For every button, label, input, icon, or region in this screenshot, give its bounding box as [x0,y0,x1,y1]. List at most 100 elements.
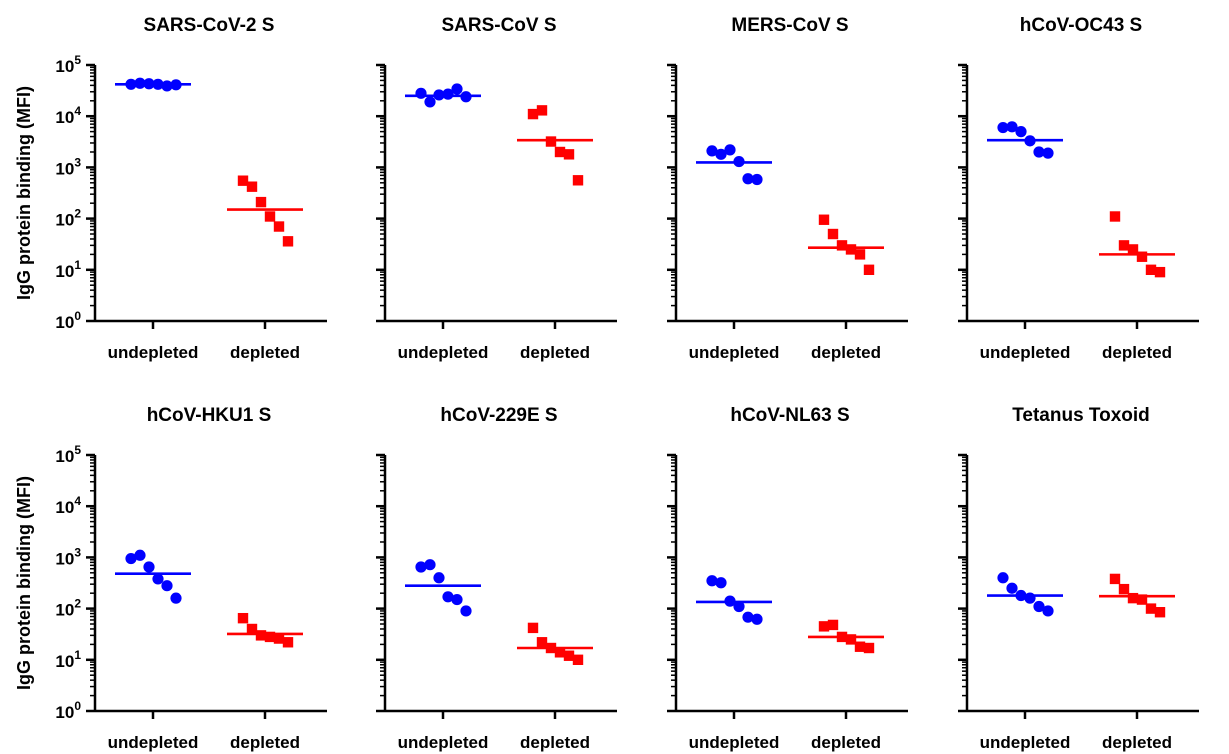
x-category-label: undepleted [398,733,489,752]
x-category-label: depleted [1102,343,1172,362]
data-point-depleted [273,221,285,232]
data-point-undepleted [125,552,137,565]
data-point-undepleted [460,605,472,617]
data-point-undepleted [170,592,182,604]
y-tick-label: 100 [55,699,81,722]
data-point-depleted [554,146,566,158]
data-point-depleted [845,634,857,645]
data-point-depleted [1136,594,1148,605]
data-point-undepleted [706,575,718,587]
panel-title: hCoV-OC43 S [1020,15,1142,36]
data-point-undepleted [152,573,164,585]
data-point-depleted [1136,251,1148,262]
data-point-undepleted [424,559,436,571]
y-tick-label: 104 [55,494,81,517]
data-point-depleted [827,619,839,631]
x-category-label: depleted [811,343,881,362]
data-point-undepleted [424,96,436,108]
data-point-depleted [1118,583,1130,595]
data-point-depleted [563,650,575,661]
y-tick-label: 105 [55,53,81,76]
data-point-depleted [845,244,857,255]
data-point-depleted [282,236,294,247]
data-point-undepleted [1033,600,1045,613]
data-point-undepleted [715,577,727,589]
data-point-undepleted [1006,121,1018,133]
x-category-label: depleted [230,733,300,752]
y-tick-label: 102 [55,597,81,620]
data-point-undepleted [742,611,754,623]
data-point-depleted [536,105,548,116]
x-category-label: depleted [811,733,881,752]
data-point-depleted [1118,240,1130,251]
x-category-label: undepleted [398,343,489,362]
y-tick-label: 103 [55,545,81,568]
data-point-undepleted [143,561,155,573]
y-axis-label: IgG protein binding (MFI) [14,476,34,690]
y-tick-label: 104 [55,104,81,127]
x-category-label: undepleted [980,343,1071,362]
data-point-undepleted [1006,582,1018,594]
data-point-undepleted [1024,592,1036,604]
panel-title: hCoV-NL63 S [730,405,849,426]
data-point-depleted [255,630,267,641]
data-point-depleted [1109,211,1121,222]
x-category-label: depleted [230,343,300,362]
data-point-undepleted [742,173,754,185]
panel-title: SARS-CoV-2 S [144,15,275,36]
x-category-label: undepleted [980,733,1071,752]
data-point-depleted [863,264,875,275]
data-point-undepleted [415,561,427,573]
data-point-undepleted [134,549,146,561]
x-category-label: undepleted [689,343,780,362]
data-point-undepleted [1042,605,1054,617]
data-point-depleted [836,240,848,251]
y-tick-label: 101 [55,258,81,281]
data-point-depleted [554,647,566,658]
data-point-depleted [264,211,276,222]
y-tick-label: 102 [55,207,81,230]
data-point-depleted [854,641,866,652]
x-category-label: undepleted [108,733,199,752]
data-point-depleted [827,228,839,240]
x-category-label: undepleted [689,733,780,752]
data-point-undepleted [997,121,1009,134]
x-category-label: depleted [520,733,590,752]
data-point-depleted [536,637,548,648]
data-point-depleted [1127,592,1139,604]
y-tick-label: 100 [55,309,81,332]
data-point-undepleted [433,572,445,584]
panel-title: hCoV-HKU1 S [147,405,272,426]
data-point-depleted [255,196,267,208]
data-point-undepleted [161,580,173,592]
y-axis-label: IgG protein binding (MFI) [14,86,34,300]
x-category-label: undepleted [108,343,199,362]
data-point-depleted [527,622,539,634]
data-point-depleted [1145,603,1157,614]
data-point-depleted [1127,244,1139,255]
data-point-depleted [246,181,258,192]
data-point-undepleted [733,600,745,613]
data-point-undepleted [706,145,718,157]
data-point-depleted [527,108,539,120]
data-point-depleted [237,175,249,186]
data-point-undepleted [724,144,736,156]
data-point-depleted [818,214,830,225]
data-point-undepleted [442,591,454,603]
data-point-undepleted [1033,146,1045,158]
data-point-depleted [563,149,575,160]
data-point-depleted [854,249,866,260]
data-point-undepleted [415,87,427,99]
y-tick-label: 103 [55,155,81,178]
x-category-label: depleted [520,343,590,362]
data-point-undepleted [451,593,463,606]
data-point-undepleted [715,148,727,160]
data-point-undepleted [1042,147,1054,159]
panel-title: SARS-CoV S [441,15,556,36]
data-point-depleted [818,621,830,632]
data-point-undepleted [997,572,1009,584]
data-point-depleted [264,631,276,643]
data-point-depleted [572,654,584,665]
